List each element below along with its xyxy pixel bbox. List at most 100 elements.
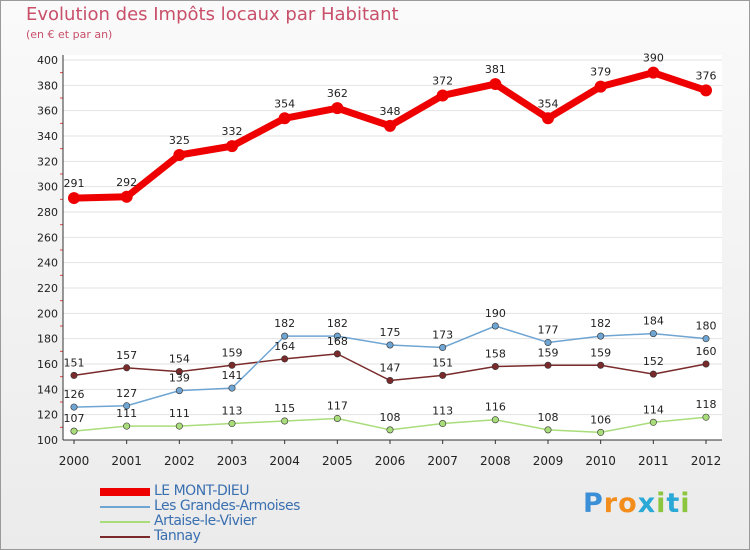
- data-label: 157: [116, 349, 137, 362]
- data-label: 107: [64, 412, 85, 425]
- data-point: [228, 361, 236, 369]
- y-tick-label: 140: [37, 383, 58, 396]
- x-tick-label: 2007: [427, 454, 458, 468]
- proxiti-logo-letter: P: [583, 488, 604, 519]
- proxiti-logo-letter: i: [656, 488, 667, 519]
- data-label: 376: [696, 69, 717, 82]
- y-tick-label: 380: [37, 79, 58, 92]
- proxiti-logo-letter: o: [618, 488, 638, 519]
- data-point: [228, 420, 236, 428]
- data-point: [702, 335, 710, 343]
- chart-subtitle: (en € et par an): [26, 28, 113, 41]
- y-tick-label: 300: [37, 181, 58, 194]
- data-point: [281, 355, 289, 363]
- data-point: [489, 78, 502, 91]
- data-point: [491, 322, 499, 330]
- y-tick-label: 400: [37, 54, 58, 67]
- data-label: 127: [116, 387, 137, 400]
- data-point: [597, 361, 605, 369]
- x-tick-label: 2011: [638, 454, 669, 468]
- line-chart: 100 120 140 160 180 200 220 240 260 280 300 320 340 3…: [37, 52, 722, 468]
- legend-label: Les Grandes-Armoises: [154, 498, 300, 514]
- data-point: [491, 363, 499, 371]
- legend-swatch: [100, 505, 150, 508]
- data-point: [649, 370, 657, 378]
- legend-swatch: [100, 535, 150, 538]
- data-point: [123, 422, 131, 430]
- data-point: [333, 332, 341, 340]
- data-point: [436, 89, 449, 102]
- data-label: 113: [432, 405, 453, 418]
- data-point: [386, 341, 394, 349]
- data-point: [594, 80, 607, 93]
- data-point: [544, 361, 552, 369]
- data-label: 173: [432, 329, 453, 342]
- data-label: 182: [327, 317, 348, 330]
- data-label: 126: [64, 388, 85, 401]
- data-point: [542, 112, 554, 125]
- data-point: [226, 140, 238, 153]
- x-tick-label: 2010: [585, 454, 616, 468]
- y-tick-label: 200: [37, 307, 58, 320]
- x-tick-label: 2005: [322, 454, 353, 468]
- x-tick-label: 2006: [375, 454, 406, 468]
- data-label: 115: [274, 402, 295, 415]
- data-label: 159: [538, 346, 559, 359]
- data-label: 362: [327, 87, 348, 100]
- y-tick-label: 100: [37, 434, 58, 447]
- legend-label: Artaise-le-Vivier: [154, 513, 257, 529]
- data-point: [281, 417, 289, 425]
- data-label: 118: [696, 398, 717, 411]
- data-label: 354: [538, 97, 559, 110]
- data-point: [70, 371, 78, 379]
- data-label: 190: [485, 307, 506, 320]
- data-label: 141: [222, 369, 243, 382]
- data-label: 164: [274, 340, 295, 353]
- y-tick-label: 280: [37, 206, 58, 219]
- data-label: 348: [380, 105, 401, 118]
- data-point: [386, 426, 394, 434]
- data-label: 111: [169, 407, 190, 420]
- data-point: [439, 420, 447, 428]
- data-label: 184: [643, 315, 664, 328]
- data-point: [331, 102, 344, 115]
- data-point: [123, 364, 131, 372]
- y-tick-label: 340: [37, 130, 58, 143]
- data-label: 113: [222, 405, 243, 418]
- legend-item-les-grandes-armoises: Les Grandes-Armoises: [100, 499, 300, 514]
- data-label: 152: [643, 355, 664, 368]
- x-tick-label: 2002: [164, 454, 195, 468]
- data-point: [439, 371, 447, 379]
- y-tick-label: 360: [37, 105, 58, 118]
- proxiti-logo-letter: x: [637, 488, 657, 519]
- data-label: 379: [590, 66, 611, 79]
- data-label: 117: [327, 399, 348, 412]
- y-tick-label: 220: [37, 282, 58, 295]
- y-tick-label: 180: [37, 333, 58, 346]
- data-point: [544, 338, 552, 346]
- y-tick-label: 320: [37, 155, 58, 168]
- data-label: 292: [116, 176, 137, 189]
- x-tick-label: 2003: [217, 454, 248, 468]
- data-point: [702, 360, 710, 368]
- legend-label: LE MONT-DIEU: [154, 483, 250, 499]
- x-tick-label: 2009: [533, 454, 564, 468]
- data-label: 175: [380, 326, 401, 339]
- plot-area: [63, 55, 722, 440]
- data-label: 182: [274, 317, 295, 330]
- data-label: 159: [590, 346, 611, 359]
- data-label: 114: [643, 403, 664, 416]
- data-point: [649, 418, 657, 426]
- data-label: 139: [169, 372, 190, 385]
- data-point: [647, 66, 660, 79]
- data-point: [384, 119, 396, 132]
- legend-item-tannay: Tannay: [100, 529, 300, 544]
- data-point: [278, 112, 291, 125]
- legend-swatch: [100, 520, 150, 523]
- data-point: [597, 332, 605, 340]
- data-label: 390: [643, 52, 664, 65]
- data-label: 160: [696, 345, 717, 358]
- data-label: 151: [64, 356, 85, 369]
- proxiti-logo-letter: r: [603, 488, 619, 519]
- x-tick-label: 2008: [480, 454, 511, 468]
